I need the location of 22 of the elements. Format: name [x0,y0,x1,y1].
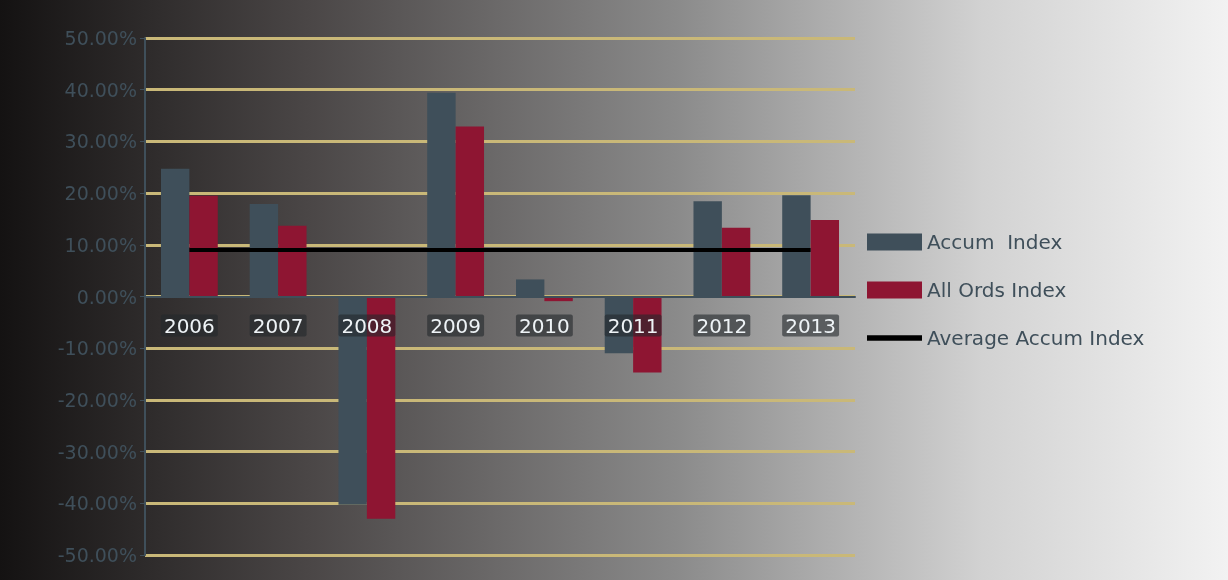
x-tick-label: 2009 [430,313,482,338]
y-tick-label: -40.00% [57,492,137,515]
y-tick-label: 0.00% [76,285,137,308]
legend-label: All Ords Index [927,278,1067,302]
x-tick-label: 2010 [518,313,570,338]
y-tick-label: -20.00% [57,388,137,411]
x-tick-label: 2007 [252,313,304,338]
y-tick-label: 40.00% [64,78,137,101]
y-tick-label: 50.00% [64,27,137,49]
y-tick-label: -30.00% [57,440,137,463]
y-tick-label: 10.00% [64,233,137,256]
y-tick-label: -50.00% [57,544,137,566]
x-tick-label: 2011 [607,313,659,338]
x-tick-label: 2008 [341,313,393,338]
y-tick-label: 20.00% [64,182,137,205]
x-tick-label: 2006 [163,313,215,338]
legend-label: Accum Index [927,230,1063,254]
y-tick-label: -10.00% [57,337,137,360]
x-tick-label: 2012 [696,313,748,338]
x-tick-label: 2013 [785,313,837,338]
legend-label: Average Accum Index [927,326,1145,350]
y-tick-label: 30.00% [64,130,137,153]
